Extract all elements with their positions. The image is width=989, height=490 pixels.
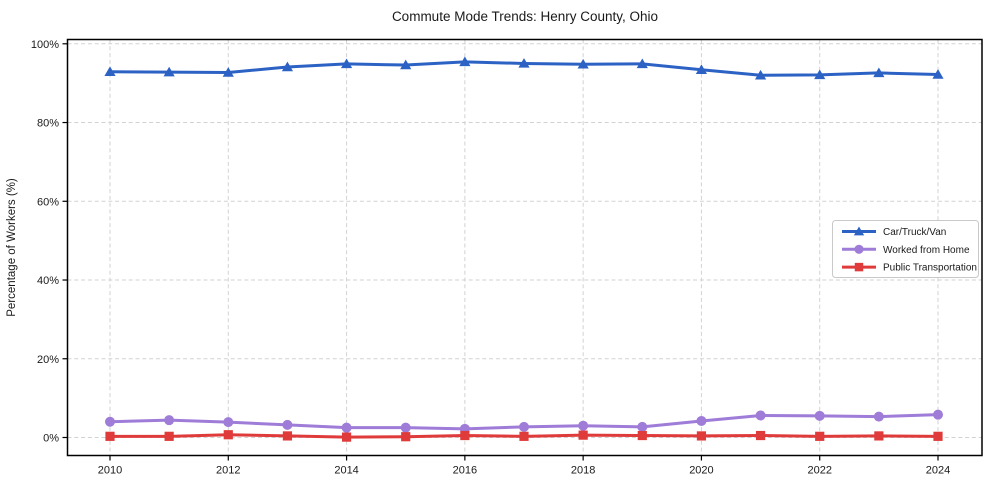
tick-layer: 0% 20% 40% 60% 80% 100% 2010 2012 2014 2016 2018 20… [31, 39, 950, 477]
series-layer [104, 56, 944, 442]
legend-entry-public-transportation: Public Transportation [842, 263, 977, 274]
marker-car-truck-van-2011 [163, 66, 175, 77]
marker-worked-from-home-2023 [873, 411, 884, 422]
marker-public-transportation-2023 [874, 431, 884, 441]
y-tick-label-40pct: 40% [37, 275, 59, 287]
marker-worked-from-home-2019 [637, 421, 648, 432]
marker-worked-from-home-2013 [282, 419, 293, 430]
marker-public-transportation-2016 [460, 430, 470, 441]
legend-entry-car-truck-van: Car/Truck/Van [842, 226, 946, 238]
x-tick-label-2018: 2018 [571, 465, 595, 477]
marker-public-transportation-2010 [105, 431, 115, 441]
marker-car-truck-van-2019 [636, 58, 648, 69]
marker-public-transportation-2020 [696, 431, 707, 441]
marker-worked-from-home-2024 [933, 409, 944, 420]
legend-marker-worked-from-home [854, 244, 864, 254]
marker-worked-from-home-2017 [519, 421, 530, 432]
marker-public-transportation-2011 [164, 431, 174, 441]
y-tick-label-60pct: 60% [37, 196, 59, 208]
marker-car-truck-van-2018 [577, 58, 589, 69]
y-tick-label-80pct: 80% [37, 118, 59, 130]
marker-car-truck-van-2015 [400, 59, 412, 70]
marker-worked-from-home-2022 [814, 410, 825, 421]
x-tick-label-2012: 2012 [216, 465, 240, 477]
marker-car-truck-van-2023 [873, 67, 885, 78]
marker-public-transportation-2019 [637, 430, 647, 441]
marker-car-truck-van-2021 [754, 69, 767, 80]
x-tick-label-2024: 2024 [926, 465, 950, 477]
x-tick-label-2020: 2020 [689, 465, 713, 477]
legend-label-car-truck-van: Car/Truck/Van [883, 227, 946, 238]
marker-worked-from-home-2010 [105, 416, 115, 427]
marker-car-truck-van-2024 [932, 69, 944, 79]
legend: Car/Truck/Van Worked from Home Public Tran… [832, 220, 979, 278]
marker-public-transportation-2018 [578, 430, 588, 440]
marker-worked-from-home-2014 [341, 422, 352, 433]
marker-worked-from-home-2015 [400, 422, 411, 433]
marker-car-truck-van-2016 [459, 56, 471, 67]
x-tick-label-2010: 2010 [98, 465, 122, 477]
marker-worked-from-home-2011 [164, 415, 175, 426]
marker-car-truck-van-2010 [104, 66, 116, 76]
marker-car-truck-van-2017 [518, 58, 530, 68]
legend-label-public-transportation: Public Transportation [883, 263, 977, 274]
marker-public-transportation-2021 [755, 430, 766, 441]
legend-box [832, 220, 979, 278]
marker-public-transportation-2022 [815, 431, 825, 441]
y-tick-label-100pct: 100% [31, 39, 59, 51]
marker-car-truck-van-2014 [340, 58, 353, 69]
marker-public-transportation-2013 [282, 431, 293, 441]
plot-area-border [66, 38, 983, 457]
marker-public-transportation-2015 [401, 432, 411, 442]
marker-car-truck-van-2013 [281, 61, 294, 72]
x-tick-label-2016: 2016 [453, 465, 477, 477]
y-tick-label-0pct: 0% [43, 433, 59, 445]
marker-worked-from-home-2012 [223, 417, 234, 428]
marker-car-truck-van-2020 [695, 64, 708, 74]
marker-worked-from-home-2020 [696, 415, 707, 426]
x-tick-label-2022: 2022 [807, 465, 831, 477]
marker-car-truck-van-2022 [814, 69, 826, 80]
x-tick-label-2014: 2014 [334, 465, 358, 477]
marker-car-truck-van-2012 [222, 67, 234, 77]
legend-label-worked-from-home: Worked from Home [883, 245, 970, 256]
y-tick-label-20pct: 20% [37, 354, 59, 366]
marker-public-transportation-2017 [519, 431, 529, 441]
marker-public-transportation-2012 [223, 430, 233, 440]
chart-title: Commute Mode Trends: Henry County, Ohio [392, 9, 658, 24]
y-axis-label: Percentage of Workers (%) [6, 178, 18, 317]
marker-public-transportation-2014 [341, 432, 352, 442]
legend-entry-worked-from-home: Worked from Home [842, 244, 970, 256]
legend-marker-public-transportation [854, 262, 864, 272]
legend-marker-car-truck-van [853, 226, 865, 236]
marker-worked-from-home-2018 [578, 420, 589, 431]
marker-worked-from-home-2021 [755, 410, 766, 421]
marker-public-transportation-2024 [933, 431, 943, 441]
